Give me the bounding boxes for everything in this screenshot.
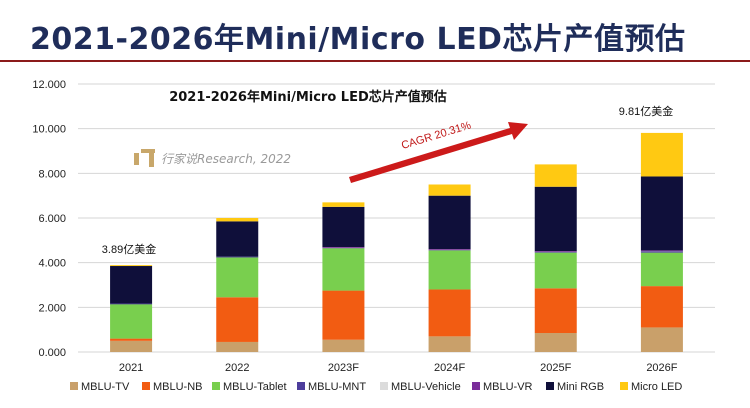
legend-swatch: [472, 382, 480, 390]
watermark-logo-icon: [134, 149, 155, 167]
bar-segment-micro-led-2026f: [640, 132, 683, 177]
bar-segment-mblu-tablet-2026f: [640, 252, 683, 287]
y-axis-ticks: 0.000 2.000 4.000 6.000 8.000 10.000 12.000: [32, 79, 66, 359]
legend-swatch: [380, 382, 388, 390]
y-tick-label: 12.000: [32, 79, 66, 91]
y-tick-label: 8.000: [38, 168, 66, 180]
bar-segment-micro-led-2021: [110, 265, 153, 267]
bar-segment-mblu-tv-2026f: [640, 327, 683, 352]
bar-segment-mblu-vr-2023f: [322, 247, 365, 248]
legend: MBLU-TV MBLU-NB MBLU-Tablet MBLU-MNT MBLU-Ve…: [70, 381, 682, 393]
legend-label: MBLU-TV: [81, 381, 130, 393]
bar-segment-mblu-tablet-2022: [216, 257, 259, 298]
bar-segment-mblu-tv-2022: [216, 341, 259, 352]
y-tick-label: 10.000: [32, 124, 66, 136]
bar-segment-mblu-nb-2026f: [640, 286, 683, 328]
title-bar: 2021-2026年Mini/Micro LED芯片产值预估: [0, 0, 750, 62]
bar-segment-micro-led-2022: [216, 218, 259, 222]
grid-lines: [78, 83, 715, 353]
stacked-bar-chart: 0.000 2.000 4.000 6.000 8.000 10.000 12.000 20…: [32, 79, 715, 393]
x-tick-label: 2025F: [540, 362, 571, 374]
bar-segment-mblu-nb-2025f: [534, 288, 577, 334]
bar-segment-mblu-tv-2024f: [428, 336, 471, 352]
legend-swatch: [70, 382, 78, 390]
bar-segment-mblu-mnt-2021: [110, 303, 153, 305]
x-tick-label: 2024F: [434, 362, 465, 374]
bar-segment-mblu-nb-2023f: [322, 290, 365, 340]
legend-label: MBLU-MNT: [308, 381, 366, 393]
legend-label: MBLU-Vehicle: [391, 381, 461, 393]
legend-label: Mini RGB: [557, 381, 604, 393]
legend-label: MBLU-NB: [153, 381, 203, 393]
x-tick-label: 2023F: [328, 362, 359, 374]
bar-segment-mblu-nb-2022: [216, 297, 259, 342]
legend-label: Micro LED: [631, 381, 682, 393]
chart-title: 2021-2026年Mini/Micro LED芯片产值预估: [169, 89, 447, 105]
bar-segment-micro-led-2024f: [428, 184, 471, 196]
legend-swatch: [620, 382, 628, 390]
page-title: 2021-2026年Mini/Micro LED芯片产值预估: [30, 22, 686, 57]
watermark: 行家说Research, 2022: [134, 149, 291, 167]
bar-segment-mini-rgb-2022: [216, 221, 259, 257]
watermark-text: 行家说Research, 2022: [161, 152, 291, 166]
x-axis-ticks: 2021 2022 2023F 2024F 2025F 2026F: [119, 362, 678, 374]
total-label-2026: 9.81亿美金: [619, 104, 673, 118]
bar-segment-mblu-tablet-2025f: [534, 252, 577, 289]
bar-segment-mini-rgb-2023f: [322, 206, 365, 248]
y-tick-label: 6.000: [38, 213, 66, 225]
y-tick-label: 4.000: [38, 258, 66, 270]
bar-segment-mini-rgb-2021: [110, 266, 153, 304]
legend-swatch: [297, 382, 305, 390]
bar-segment-mblu-tablet-2021: [110, 303, 153, 339]
bar-segment-mini-rgb-2024f: [428, 195, 471, 250]
total-label-2021: 3.89亿美金: [102, 242, 156, 256]
bar-segment-mblu-tv-2025f: [534, 333, 577, 352]
cagr-arrow: [349, 122, 528, 183]
bar-segment-mblu-vr-2026f: [640, 250, 683, 252]
x-tick-label: 2021: [119, 362, 143, 374]
bar-segment-mblu-tv-2021: [110, 340, 153, 352]
y-tick-label: 0.000: [38, 347, 66, 359]
legend-swatch: [546, 382, 554, 390]
bar-segment-mblu-tv-2023f: [322, 339, 365, 352]
bar-segment-mblu-mnt-2026f: [640, 251, 683, 253]
bar-segment-mblu-vr-2024f: [428, 249, 471, 250]
bar-segment-mblu-nb-2021: [110, 338, 153, 341]
x-tick-label: 2026F: [646, 362, 677, 374]
x-tick-label: 2022: [225, 362, 249, 374]
legend-label: MBLU-VR: [483, 381, 533, 393]
legend-swatch: [142, 382, 150, 390]
bars: [110, 132, 683, 352]
bar-segment-mblu-nb-2024f: [428, 289, 471, 337]
bar-segment-mblu-mnt-2022: [216, 256, 259, 258]
bar-segment-micro-led-2025f: [534, 164, 577, 187]
bar-segment-mblu-vr-2025f: [534, 251, 577, 252]
bar-segment-mblu-tablet-2023f: [322, 248, 365, 291]
bar-segment-mini-rgb-2025f: [534, 186, 577, 252]
y-tick-label: 2.000: [38, 302, 66, 314]
legend-label: MBLU-Tablet: [223, 381, 287, 393]
bar-segment-mblu-tablet-2024f: [428, 250, 471, 290]
legend-swatch: [212, 382, 220, 390]
bar-segment-micro-led-2023f: [322, 202, 365, 207]
title-underline: [0, 60, 750, 62]
bar-segment-mini-rgb-2026f: [640, 176, 683, 251]
